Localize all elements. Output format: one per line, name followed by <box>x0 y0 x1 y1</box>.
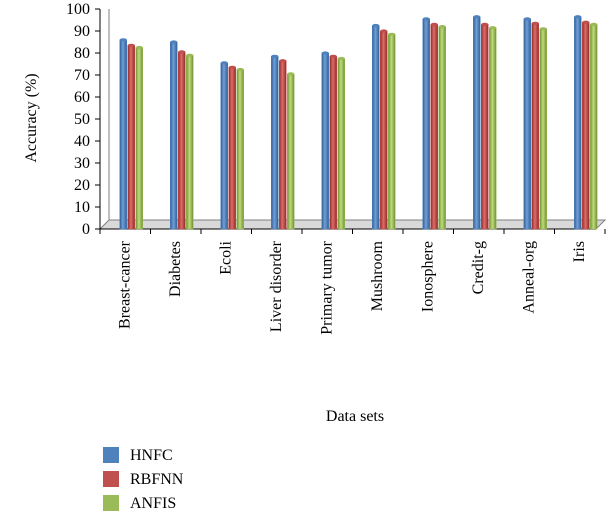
bar-rbfnn-diabetes <box>178 51 186 230</box>
x-axis-title: Data sets <box>326 408 384 425</box>
y-tick-label: 20 <box>74 177 90 194</box>
y-tick-label: 90 <box>74 23 90 40</box>
x-tick-label: Credit-g <box>470 241 487 294</box>
bar-cap <box>271 54 279 58</box>
bar-hnfc-breast-cancer <box>119 39 127 230</box>
bar-anfis-anneal-org <box>539 28 547 230</box>
bar-cap <box>287 72 295 76</box>
bar-cap <box>119 38 127 42</box>
x-tick-label: Diabetes <box>167 241 184 297</box>
bar-cap <box>523 17 531 21</box>
bar-hnfc-liver-disorder <box>271 56 279 230</box>
bar-anfis-ecoli <box>236 69 244 230</box>
bar-rbfnn-ecoli <box>228 67 236 230</box>
bar-cap <box>481 22 489 26</box>
bar-cap <box>186 53 194 57</box>
bar-cap <box>539 27 547 31</box>
x-tick-label: Ecoli <box>217 240 234 274</box>
bar-cap <box>337 56 345 61</box>
bar-cap <box>228 65 236 69</box>
x-tick-label: Iris <box>571 241 588 262</box>
bar-hnfc-anneal-org <box>523 18 531 230</box>
bar-cap <box>279 59 287 63</box>
x-tick-label: Breast-cancer <box>116 240 133 329</box>
bar-cap <box>531 21 539 25</box>
bar-hnfc-mushroom <box>372 25 380 230</box>
y-tick-label: 100 <box>66 1 90 18</box>
x-tick-label: Ionosphere <box>419 241 436 312</box>
legend: HNFC RBFNN ANFIS <box>103 447 184 512</box>
legend-swatch-rbfnn <box>103 471 119 487</box>
x-tick-label: Mushroom <box>369 240 386 311</box>
bar-cap <box>170 40 178 44</box>
bar-anfis-mushroom <box>388 34 396 230</box>
bar-cap <box>574 15 582 19</box>
bar-rbfnn-ionosphere <box>430 24 438 230</box>
legend-label-anfis: ANFIS <box>130 495 176 512</box>
bar-cap <box>321 51 329 55</box>
bar-hnfc-ionosphere <box>422 18 430 230</box>
bar-rbfnn-mushroom <box>380 30 388 230</box>
bar-anfis-liver-disorder <box>287 73 295 230</box>
bar-cap <box>127 43 135 47</box>
bar-rbfnn-iris <box>582 21 590 230</box>
bar-cap <box>582 20 590 24</box>
y-tick-label: 50 <box>74 111 90 128</box>
bar-anfis-diabetes <box>186 54 194 230</box>
bar-rbfnn-primary-tumor <box>329 56 337 230</box>
bar-cap <box>220 61 228 65</box>
plot-area: 0 10 20 30 40 50 60 70 80 90 100 Breast-cancer Diabe… <box>66 1 607 335</box>
bar-rbfnn-anneal-org <box>531 23 539 230</box>
bar-rbfnn-credit-g <box>481 24 489 230</box>
bar-cap <box>135 45 143 50</box>
bar-cap <box>438 25 446 29</box>
bar-hnfc-diabetes <box>170 41 178 230</box>
bar-hnfc-ecoli <box>220 62 228 230</box>
bar-cap <box>473 15 481 19</box>
bar-rbfnn-liver-disorder <box>279 60 287 230</box>
bar-cap <box>590 22 598 26</box>
x-tick-label: Liver disorder <box>268 240 285 332</box>
y-tick-label: 70 <box>74 67 90 84</box>
y-tick-label: 0 <box>82 221 90 238</box>
x-tick-label: Primary tumor <box>318 240 335 334</box>
bar-hnfc-credit-g <box>473 16 481 230</box>
bar-cap <box>178 50 186 54</box>
y-tick-label: 80 <box>74 45 90 62</box>
legend-swatch-hnfc <box>103 447 119 463</box>
legend-label-rbfnn: RBFNN <box>130 471 184 488</box>
bar-cap <box>430 22 438 26</box>
bar-cap <box>236 67 244 72</box>
bar-anfis-ionosphere <box>438 26 446 230</box>
y-tick-label: 30 <box>74 155 90 172</box>
bar-hnfc-primary-tumor <box>321 52 329 230</box>
bar-cap <box>422 17 430 21</box>
bar-anfis-breast-cancer <box>135 47 143 230</box>
bar-anfis-primary-tumor <box>337 58 345 230</box>
y-axis-title: Accuracy (%) <box>23 73 40 162</box>
bar-rbfnn-breast-cancer <box>127 45 135 230</box>
legend-swatch-anfis <box>103 495 119 511</box>
bar-hnfc-iris <box>574 16 582 230</box>
bar-cap <box>388 32 396 36</box>
bar-cap <box>489 26 497 30</box>
bar-cap <box>380 29 388 33</box>
y-tick-label: 60 <box>74 89 90 106</box>
bar-cap <box>329 54 337 58</box>
y-tick-label: 10 <box>74 199 90 216</box>
bar-anfis-iris <box>590 24 598 230</box>
legend-label-hnfc: HNFC <box>130 447 173 464</box>
x-tick-label: Anneal-org <box>520 241 537 314</box>
bar-anfis-credit-g <box>489 27 497 230</box>
y-tick-label: 40 <box>74 133 90 150</box>
bar-cap <box>372 23 380 28</box>
